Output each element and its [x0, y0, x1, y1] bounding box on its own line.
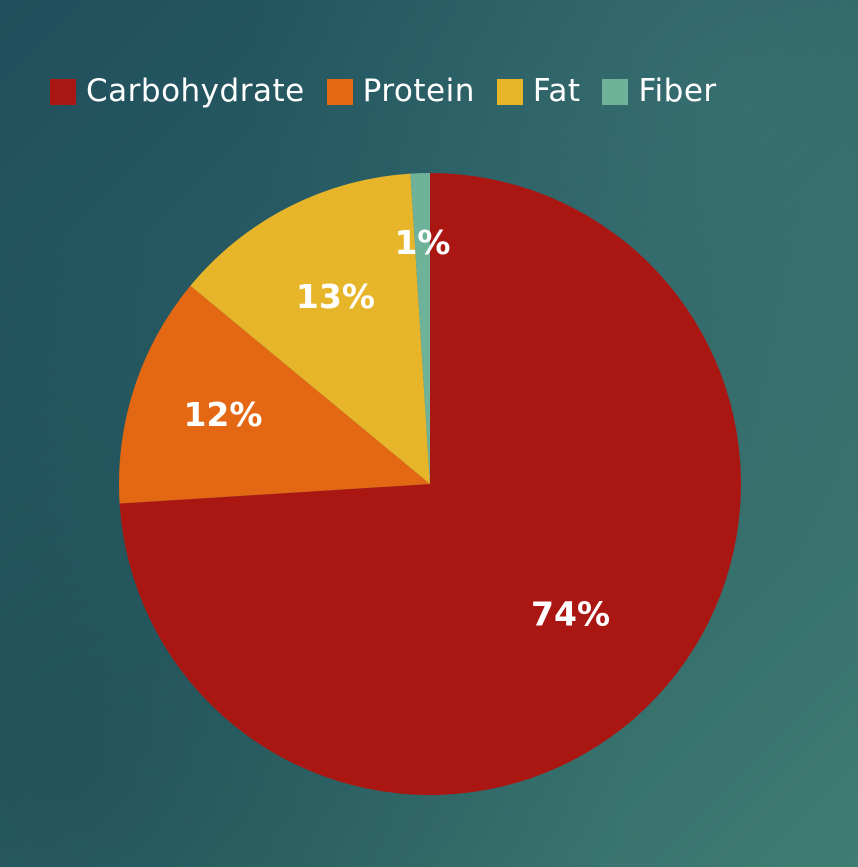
- data-label-carbohydrate: 74%: [531, 594, 610, 633]
- pie-slice-protein: [118, 285, 430, 504]
- data-label-fiber: 1%: [394, 223, 450, 262]
- pie-slice-carbohydrate: [119, 173, 741, 795]
- legend-label-fiber: Fiber: [638, 73, 717, 109]
- data-label-fat: 13%: [296, 277, 375, 316]
- legend-item-fiber: Fiber: [602, 76, 716, 107]
- legend-item-fat: Fat: [496, 73, 581, 109]
- legend-label-fat: Fat: [532, 73, 581, 109]
- legend-item-protein: Protein: [326, 73, 475, 109]
- legend-swatch-carbohydrate: [50, 78, 76, 105]
- legend-swatch-fat: [496, 78, 523, 105]
- legend-label-carbohydrate: Carbohydrate: [86, 73, 305, 109]
- chart-legend: Carbohydrate Protein Fat Fiber: [50, 76, 717, 107]
- legend-label-protein: Protein: [362, 73, 475, 109]
- pie-slice-fiber: [410, 173, 430, 484]
- legend-swatch-fiber: [602, 78, 629, 105]
- data-label-protein: 12%: [183, 395, 262, 434]
- legend-item-carbohydrate: Carbohydrate: [50, 76, 305, 107]
- pie-slice-fat: [190, 173, 430, 484]
- legend-swatch-protein: [326, 78, 353, 105]
